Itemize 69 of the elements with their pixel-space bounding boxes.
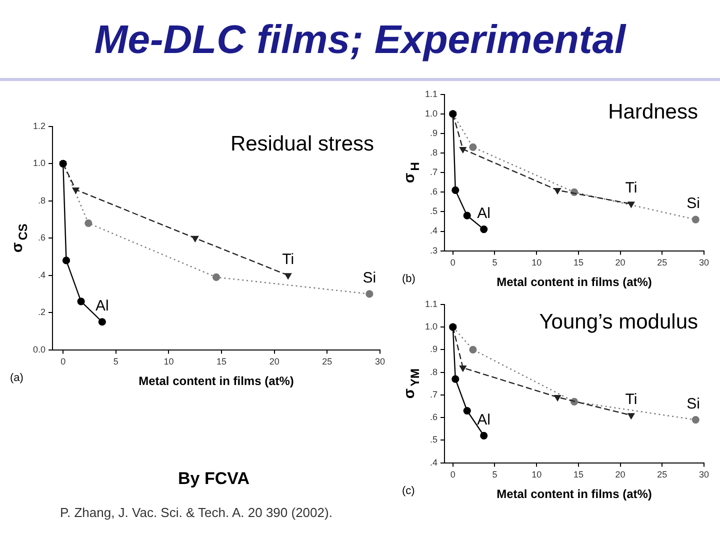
y-tick-label: 1.0 [424, 108, 438, 118]
chart-title: Hardness [608, 100, 698, 124]
y-tick-label: 0.0 [32, 344, 46, 354]
y-tick-label: .5 [430, 434, 438, 445]
y-tick-label: .4 [430, 457, 438, 468]
y-tick-label: .3 [430, 245, 438, 256]
x-tick-label: 5 [492, 470, 498, 480]
x-tick-label: 5 [113, 356, 118, 367]
x-tick-label: 30 [698, 470, 710, 480]
series-label: Si [362, 270, 376, 287]
x-tick-label: 10 [164, 356, 174, 367]
text: P. Zhang, J. Vac. Sci. & Tech. A. 20 390 (2002). [60, 505, 332, 520]
y-tick-label: .6 [430, 412, 438, 422]
y-tick-label: 1.0 [424, 322, 438, 332]
x-axis-title: Metal content in films (at%) [138, 374, 294, 388]
y-tick-label: .8 [430, 366, 438, 377]
y-tick-label: 1.1 [424, 298, 438, 309]
x-tick-label: 10 [532, 258, 542, 268]
y-tick-label: 1.2 [32, 120, 46, 131]
y-axis-title: σCS [9, 224, 30, 253]
y-tick-label: .7 [430, 389, 438, 400]
x-tick-label: 15 [573, 258, 584, 268]
x-tick-label: 0 [450, 470, 456, 480]
text: Me-DLC films; Experimental [93, 18, 628, 63]
y-tick-label: .8 [38, 195, 46, 206]
x-tick-label: 25 [657, 258, 668, 268]
x-tick-label: 0 [60, 356, 66, 367]
y-tick-label: .9 [430, 128, 438, 138]
x-axis-title: Metal content in films (at%) [496, 487, 652, 502]
y-tick-label: 1.0 [32, 158, 46, 168]
y-tick-label: .2 [38, 307, 46, 318]
x-tick-label: 25 [657, 470, 668, 480]
series-label: Si [686, 395, 700, 412]
x-tick-label: 0 [450, 258, 456, 268]
x-tick-label: 25 [322, 356, 332, 367]
y-tick-label: .5 [430, 206, 438, 216]
series-label: Al [477, 411, 491, 428]
series-label: Ti [282, 250, 294, 268]
y-axis-title: σH [401, 162, 422, 184]
x-tick-label: 30 [698, 258, 710, 268]
y-tick-label: .7 [430, 167, 438, 178]
series-label: Al [477, 204, 491, 222]
text: (a) [10, 372, 24, 384]
text: By FCVA [178, 469, 250, 489]
x-tick-label: 5 [492, 258, 498, 268]
series-label: Ti [625, 180, 638, 197]
text: (c) [402, 484, 415, 497]
text: (b) [402, 272, 416, 285]
y-tick-label: .8 [430, 148, 438, 158]
x-tick-label: 15 [216, 356, 227, 367]
x-tick-label: 10 [532, 470, 542, 480]
chart-title: Young’s modulus [539, 310, 698, 334]
series-label: Ti [625, 390, 638, 408]
x-tick-label: 15 [573, 470, 584, 480]
y-tick-label: 1.1 [424, 88, 438, 99]
series-label: Si [686, 195, 700, 212]
x-tick-label: 30 [374, 356, 386, 367]
series-label: Al [95, 298, 109, 315]
y-tick-label: .4 [38, 270, 46, 280]
x-axis-title: Metal content in films (at%) [496, 275, 652, 290]
y-tick-label: .6 [38, 232, 46, 243]
x-tick-label: 20 [615, 258, 626, 268]
y-tick-label: .9 [430, 344, 438, 354]
chart-title: Residual stress [230, 132, 374, 156]
x-tick-label: 20 [615, 470, 626, 480]
x-tick-label: 20 [269, 356, 280, 367]
y-tick-label: .6 [430, 186, 438, 197]
y-tick-label: .4 [430, 226, 438, 236]
y-axis-title: σYM [401, 368, 422, 399]
